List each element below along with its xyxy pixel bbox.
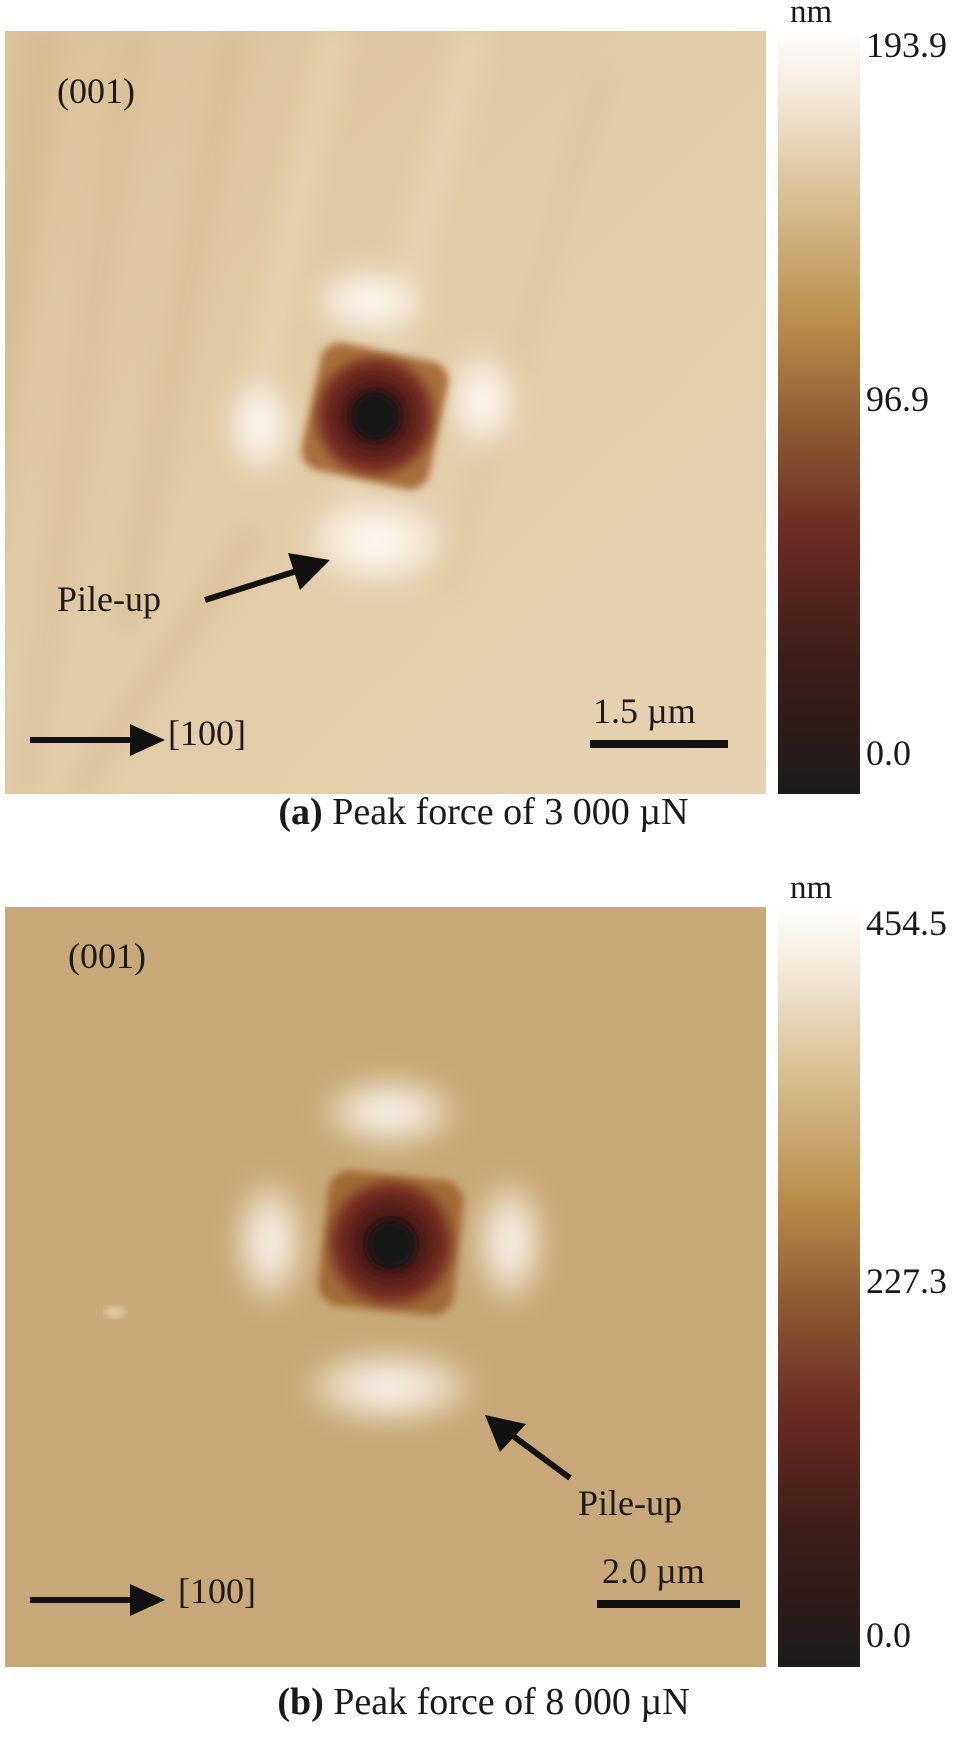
colorbar-min-a: 0.0 <box>866 733 911 773</box>
scalebar-b <box>597 1600 740 1608</box>
crystal-plane-label: (001) <box>68 936 146 976</box>
colorbar-max-a: 193.9 <box>866 25 947 65</box>
colorbar-a <box>778 31 860 794</box>
direction-label-a: [100] <box>168 713 246 753</box>
caption-letter-a: (a) <box>278 791 323 833</box>
pileup-label-b: Pile-up <box>578 1483 682 1523</box>
colorbar-unit-a: nm <box>790 0 833 30</box>
pileup-arrow-b <box>485 1415 572 1481</box>
direction-arrow-b <box>30 1584 165 1616</box>
caption-letter-b: (b) <box>277 1681 324 1723</box>
afm-image-svg-a <box>5 31 766 794</box>
scalebar-label-a: 1.5 µm <box>593 691 696 731</box>
colorbar-min-b: 0.0 <box>866 1615 911 1655</box>
colorbar-max-b: 454.5 <box>866 903 947 943</box>
caption-a: (a) Peak force of 3 000 µN <box>0 790 967 834</box>
caption-text-a: Peak force of 3 000 µN <box>322 791 689 833</box>
direction-label-b: [100] <box>178 1571 256 1611</box>
colorbar-b <box>778 907 860 1667</box>
colorbar-mid-a: 96.9 <box>866 379 929 419</box>
colorbar-mid-b: 227.3 <box>866 1261 947 1301</box>
caption-b: (b) Peak force of 8 000 µN <box>0 1680 967 1724</box>
scalebar-a <box>590 740 728 748</box>
panel-a: (001) Pile-up [100] 1.5 µm nm 193.9 96.9… <box>0 0 967 860</box>
crystal-plane-label: (001) <box>57 71 135 111</box>
colorbar-unit-b: nm <box>790 870 833 906</box>
pileup-label-a: Pile-up <box>57 579 161 619</box>
caption-text-b: Peak force of 8 000 µN <box>323 1681 690 1723</box>
afm-height-map-a <box>5 31 766 794</box>
direction-arrow-a <box>30 724 165 756</box>
afm-image-svg-b <box>5 907 766 1667</box>
afm-height-map-b <box>5 907 766 1667</box>
panel-b: (001) Pile-up [100] 2.0 µm nm 454.5 227.… <box>0 870 967 1740</box>
pileup-arrow-a <box>204 553 330 603</box>
scalebar-label-b: 2.0 µm <box>602 1551 705 1591</box>
